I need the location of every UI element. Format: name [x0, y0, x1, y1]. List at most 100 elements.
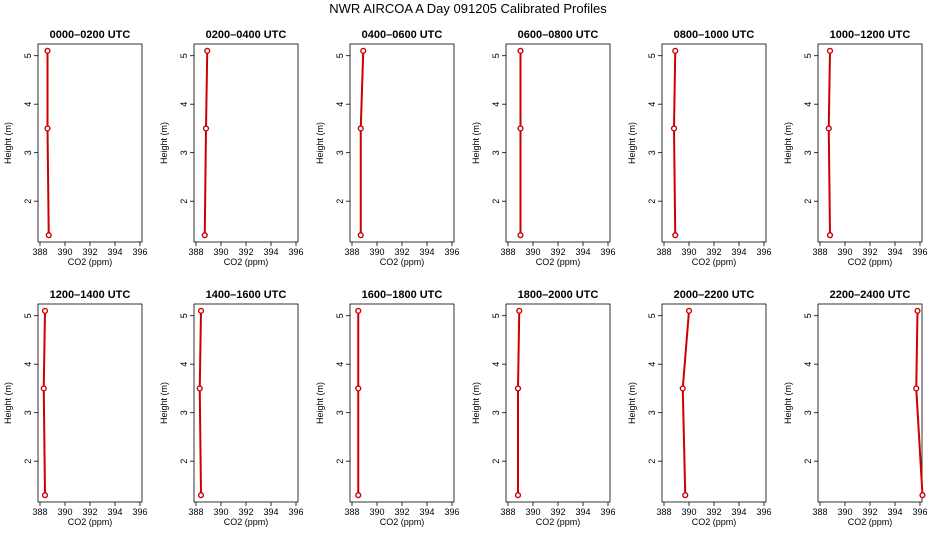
profile-line	[46, 50, 50, 236]
x-axis-label: CO2 (ppm)	[692, 517, 737, 527]
y-tick-label: 5	[335, 53, 345, 58]
profile-point	[514, 492, 522, 499]
panel-title: 0400–0600 UTC	[362, 29, 443, 41]
x-axis-label: CO2 (ppm)	[536, 257, 581, 267]
panel-2: 0200–0400 UTC 388 390 392 394 396 2 3 4 5 CO2 (ppm…	[159, 29, 304, 267]
profile-point	[517, 232, 524, 239]
plot-frame	[817, 303, 923, 503]
panel-title: 2200–2400 UTC	[830, 289, 911, 301]
panel-title: 0200–0400 UTC	[206, 29, 287, 41]
x-axis-label: CO2 (ppm)	[224, 257, 269, 267]
panels-grid: 0000–0200 UTC 388 390 392 394 396 2 3 4 5 CO2 (ppm…	[3, 29, 928, 527]
y-axis-label: Height (m)	[471, 382, 481, 424]
x-tick-label: 388	[188, 247, 203, 257]
panel-12: 2200–2400 UTC 388 390 392 394 396 2 3 4 5 CO2 (ppm…	[783, 289, 928, 527]
x-tick-label: 396	[756, 247, 771, 257]
y-tick-label: 2	[803, 199, 813, 204]
panel-9: 1600–1800 UTC 388 390 392 394 396 2 3 4 5 CO2 (ppm…	[315, 289, 460, 527]
y-tick-label: 4	[803, 362, 813, 367]
y-tick-label: 2	[335, 459, 345, 464]
y-axis-label: Height (m)	[627, 122, 637, 164]
y-tick-label: 5	[179, 313, 189, 318]
panel-8: 1400–1600 UTC 388 390 392 394 396 2 3 4 5 CO2 (ppm…	[159, 289, 304, 527]
x-tick-label: 392	[550, 247, 565, 257]
figure-title: NWR AIRCOA A Day 091205 Calibrated Profi…	[329, 1, 607, 16]
y-tick-label: 3	[23, 150, 33, 155]
profile-line	[198, 310, 202, 496]
x-tick-label: 390	[837, 507, 852, 517]
y-tick-label: 4	[647, 102, 657, 107]
profile-point	[682, 492, 689, 499]
x-tick-label: 390	[57, 247, 72, 257]
profile-point	[914, 307, 921, 314]
profile-point	[197, 307, 205, 314]
x-tick-label: 388	[32, 247, 47, 257]
profile-point	[517, 47, 524, 54]
y-tick-label: 4	[491, 102, 501, 107]
x-tick-label: 396	[600, 247, 615, 257]
x-axis-label: CO2 (ppm)	[536, 517, 581, 527]
x-tick-label: 394	[731, 507, 746, 517]
profile-line	[681, 310, 690, 496]
profile-point	[202, 125, 210, 132]
profile-line	[517, 310, 521, 496]
x-tick-label: 396	[132, 507, 147, 517]
y-tick-label: 4	[179, 102, 189, 107]
x-tick-label: 396	[444, 507, 459, 517]
x-tick-label: 392	[82, 247, 97, 257]
x-tick-label: 396	[912, 507, 927, 517]
y-tick-label: 4	[179, 362, 189, 367]
x-tick-label: 394	[887, 507, 902, 517]
y-tick-label: 3	[491, 410, 501, 415]
y-axis-label: Height (m)	[627, 382, 637, 424]
panel-title: 1400–1600 UTC	[206, 289, 287, 301]
profile-point	[516, 307, 523, 314]
panel-title: 0000–0200 UTC	[50, 29, 131, 41]
panel-title: 1200–1400 UTC	[50, 289, 131, 301]
x-axis-label: CO2 (ppm)	[224, 517, 269, 527]
y-tick-label: 3	[803, 150, 813, 155]
plot-frame	[349, 43, 455, 243]
x-tick-label: 394	[107, 507, 122, 517]
y-tick-label: 5	[803, 53, 813, 58]
x-tick-label: 392	[394, 507, 409, 517]
y-tick-label: 2	[179, 459, 189, 464]
profile-point	[357, 125, 364, 132]
profile-line	[359, 50, 365, 236]
x-tick-label: 394	[419, 247, 434, 257]
panel-title: 2000–2200 UTC	[674, 289, 755, 301]
profile-point	[40, 385, 47, 392]
x-tick-label: 392	[862, 507, 877, 517]
x-tick-label: 388	[812, 507, 827, 517]
x-tick-label: 388	[500, 247, 515, 257]
y-tick-label: 4	[335, 102, 345, 107]
plot-frame	[505, 43, 611, 243]
profile-line	[827, 50, 831, 236]
panel-11: 2000–2200 UTC 388 390 392 394 396 2 3 4 5 CO2 (ppm…	[627, 289, 772, 527]
x-tick-label: 396	[912, 247, 927, 257]
x-tick-label: 390	[369, 507, 384, 517]
panel-title: 1800–2000 UTC	[518, 289, 599, 301]
y-tick-label: 3	[179, 410, 189, 415]
plot-frame	[661, 43, 767, 243]
x-tick-label: 390	[525, 507, 540, 517]
y-tick-label: 3	[647, 410, 657, 415]
y-tick-label: 4	[23, 102, 33, 107]
x-tick-label: 390	[57, 507, 72, 517]
panel-title: 1600–1800 UTC	[362, 289, 443, 301]
x-tick-label: 390	[525, 247, 540, 257]
profile-point	[355, 385, 362, 392]
y-tick-label: 2	[23, 459, 33, 464]
y-tick-label: 5	[491, 53, 501, 58]
profile-point	[672, 47, 679, 54]
x-tick-label: 390	[213, 247, 228, 257]
y-tick-label: 5	[23, 313, 33, 318]
x-tick-label: 388	[656, 247, 671, 257]
profile-point	[517, 125, 524, 132]
y-tick-label: 4	[23, 362, 33, 367]
x-axis-label: CO2 (ppm)	[848, 257, 893, 267]
y-tick-label: 4	[647, 362, 657, 367]
profile-point	[355, 492, 362, 499]
panel-3: 0400–0600 UTC 388 390 392 394 396 2 3 4 5 CO2 (ppm…	[315, 29, 460, 267]
